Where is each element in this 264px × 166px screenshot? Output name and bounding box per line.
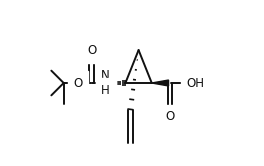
Text: O: O xyxy=(165,110,175,123)
Polygon shape xyxy=(152,80,168,86)
Text: O: O xyxy=(73,77,82,89)
Text: O: O xyxy=(87,44,96,57)
Text: H: H xyxy=(101,84,110,97)
Text: OH: OH xyxy=(187,77,205,89)
Text: N: N xyxy=(101,69,110,82)
